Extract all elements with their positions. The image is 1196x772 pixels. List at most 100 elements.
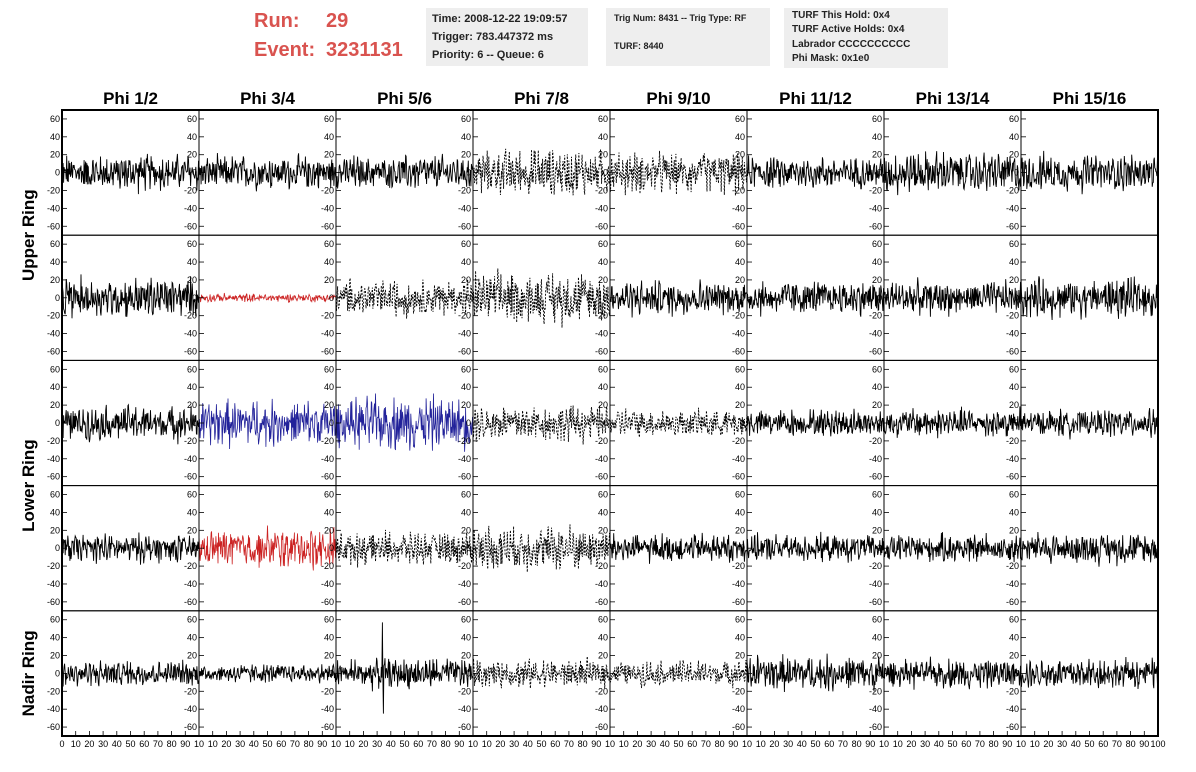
y-tick-label: -60: [732, 221, 745, 231]
x-tick-label: 60: [550, 739, 560, 749]
y-tick-label: -20: [458, 436, 471, 446]
y-tick-label: -20: [321, 436, 334, 446]
y-tick-label: -60: [1006, 597, 1019, 607]
x-tick-label: 60: [139, 739, 149, 749]
y-tick-label: -20: [184, 561, 197, 571]
x-tick-label: 90: [728, 739, 738, 749]
y-tick-label: 40: [872, 507, 882, 517]
y-tick-label: 0: [466, 418, 471, 428]
x-tick-label: 40: [660, 739, 670, 749]
y-tick-label: -40: [458, 329, 471, 339]
y-tick-label: 60: [598, 364, 608, 374]
y-tick-label: 60: [872, 239, 882, 249]
waveform-trace: [198, 292, 337, 304]
waveform-trace: [61, 532, 200, 565]
y-tick-label: 40: [324, 507, 334, 517]
y-tick-label: 60: [735, 615, 745, 625]
y-tick-label: 40: [461, 382, 471, 392]
y-tick-label: 40: [187, 382, 197, 392]
y-tick-label: -40: [732, 203, 745, 213]
y-tick-label: 20: [324, 400, 334, 410]
x-tick-label: 50: [947, 739, 957, 749]
y-tick-label: -20: [184, 436, 197, 446]
y-tick-label: 20: [461, 525, 471, 535]
x-tick-label: 20: [632, 739, 642, 749]
y-tick-label: 20: [598, 150, 608, 160]
y-tick-label: -60: [732, 597, 745, 607]
x-tick-label: 60: [276, 739, 286, 749]
x-tick-label: 90: [1002, 739, 1012, 749]
y-tick-label: 40: [50, 382, 60, 392]
waveform-trace: [198, 152, 337, 192]
y-tick-label: 40: [872, 257, 882, 267]
y-tick-label: 20: [598, 525, 608, 535]
ring-label: Lower Ring: [19, 439, 38, 532]
waveform-trace: [198, 398, 337, 450]
waveform-trace: [883, 151, 1022, 196]
x-tick-label: 20: [906, 739, 916, 749]
y-tick-label: -40: [869, 203, 882, 213]
y-tick-label: 60: [1009, 114, 1019, 124]
x-tick-label: 60: [961, 739, 971, 749]
waveform-trace: [746, 281, 885, 317]
y-tick-label: -40: [184, 203, 197, 213]
x-tick-label: 10: [1016, 739, 1026, 749]
x-tick-label: 30: [235, 739, 245, 749]
y-tick-label: 20: [735, 651, 745, 661]
y-tick-label: 40: [324, 633, 334, 643]
y-tick-label: 60: [50, 114, 60, 124]
y-tick-label: 0: [603, 418, 608, 428]
trigger-time: Trigger: 783.447372 ms: [432, 31, 554, 43]
y-tick-label: 60: [187, 490, 197, 500]
x-tick-label: 10: [879, 739, 889, 749]
column-header: Phi 9/10: [646, 89, 710, 108]
y-tick-label: 40: [324, 382, 334, 392]
x-tick-label: 10: [482, 739, 492, 749]
y-tick-label: -20: [595, 561, 608, 571]
x-tick-label: 40: [1071, 739, 1081, 749]
y-tick-label: -40: [321, 329, 334, 339]
y-tick-label: -20: [869, 686, 882, 696]
y-tick-label: 20: [324, 275, 334, 285]
y-tick-label: 40: [1009, 257, 1019, 267]
y-tick-label: -60: [47, 722, 60, 732]
waveform-trace: [335, 393, 474, 452]
y-tick-label: 40: [1009, 633, 1019, 643]
x-tick-label: 30: [509, 739, 519, 749]
y-tick-label: 20: [1009, 651, 1019, 661]
y-tick-label: -20: [47, 185, 60, 195]
y-tick-label: -20: [321, 185, 334, 195]
y-tick-label: 40: [872, 382, 882, 392]
y-tick-label: 60: [872, 114, 882, 124]
x-tick-label: 10: [893, 739, 903, 749]
y-tick-label: 20: [1009, 525, 1019, 535]
y-tick-label: -20: [458, 561, 471, 571]
x-tick-label: 80: [578, 739, 588, 749]
y-tick-label: -40: [47, 704, 60, 714]
waveform-trace: [198, 525, 337, 571]
y-tick-label: -20: [595, 311, 608, 321]
y-tick-label: 40: [187, 507, 197, 517]
y-tick-label: -60: [732, 346, 745, 356]
y-tick-label: 60: [461, 615, 471, 625]
y-tick-label: 60: [735, 364, 745, 374]
y-tick-label: 60: [598, 490, 608, 500]
y-tick-label: 20: [872, 150, 882, 160]
waveform-trace: [609, 659, 748, 689]
y-tick-label: 0: [55, 168, 60, 178]
y-tick-label: 40: [50, 633, 60, 643]
y-tick-label: -60: [869, 597, 882, 607]
waveform-trace: [746, 408, 885, 437]
y-tick-label: 20: [461, 275, 471, 285]
y-tick-label: 0: [740, 543, 745, 553]
y-tick-label: -60: [1006, 472, 1019, 482]
y-tick-label: 40: [598, 633, 608, 643]
x-tick-label: 20: [495, 739, 505, 749]
x-tick-label: 10: [742, 739, 752, 749]
y-tick-label: 0: [192, 293, 197, 303]
y-tick-label: 0: [192, 168, 197, 178]
y-tick-label: -20: [595, 185, 608, 195]
y-tick-label: -60: [321, 472, 334, 482]
y-tick-label: -20: [595, 436, 608, 446]
y-tick-label: 0: [1014, 543, 1019, 553]
